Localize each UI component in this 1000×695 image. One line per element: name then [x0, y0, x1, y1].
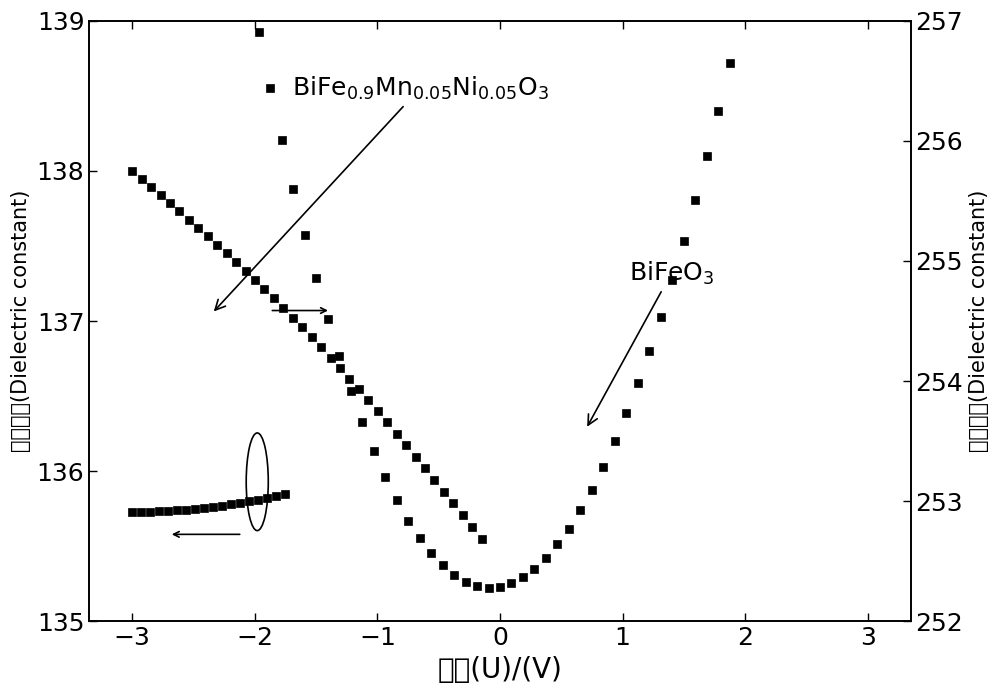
Text: BiFeO$_3$: BiFeO$_3$	[588, 259, 714, 425]
Y-axis label: 介电常数(Dielectric constant): 介电常数(Dielectric constant)	[969, 190, 989, 452]
X-axis label: 电压(U)/(V): 电压(U)/(V)	[438, 656, 562, 684]
Y-axis label: 介电常数(Dielectric constant): 介电常数(Dielectric constant)	[11, 190, 31, 452]
Text: BiFe$_{0.9}$Mn$_{0.05}$Ni$_{0.05}$O$_3$: BiFe$_{0.9}$Mn$_{0.05}$Ni$_{0.05}$O$_3$	[215, 74, 549, 310]
